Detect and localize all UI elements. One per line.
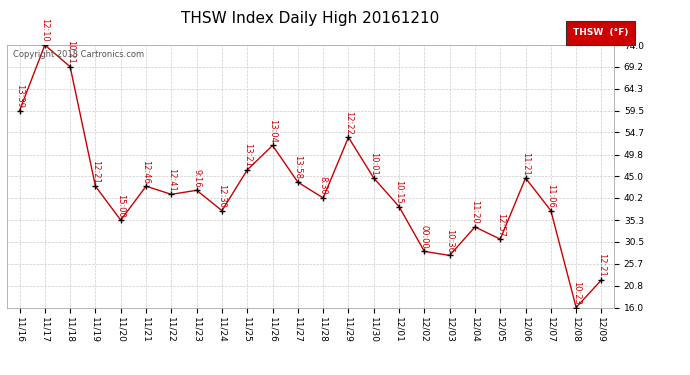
Text: 12:21: 12:21 — [91, 160, 100, 183]
Text: 12:10: 12:10 — [40, 18, 50, 42]
Text: 12:46: 12:46 — [141, 159, 150, 183]
Text: THSW Index Daily High 20161210: THSW Index Daily High 20161210 — [181, 11, 440, 26]
Text: 13:21: 13:21 — [243, 143, 252, 167]
Text: 13:58: 13:58 — [293, 155, 302, 179]
Text: 11:21: 11:21 — [521, 152, 530, 175]
Text: 10:23: 10:23 — [571, 281, 581, 305]
Text: Copyright 2018 Cartronics.com: Copyright 2018 Cartronics.com — [13, 50, 144, 59]
Text: 13:39: 13:39 — [15, 84, 24, 108]
Text: 10:15: 10:15 — [395, 180, 404, 204]
Text: 15:00: 15:00 — [116, 194, 126, 217]
Text: 10:21: 10:21 — [66, 40, 75, 64]
Text: 9:16: 9:16 — [192, 169, 201, 188]
Text: 10:01: 10:01 — [369, 152, 378, 175]
Text: THSW  (°F): THSW (°F) — [573, 28, 628, 38]
Text: 10:36: 10:36 — [445, 229, 454, 253]
Text: 12:41: 12:41 — [167, 168, 176, 192]
Text: 12:57: 12:57 — [495, 213, 505, 236]
Text: 8:30: 8:30 — [319, 177, 328, 195]
Text: 11:06: 11:06 — [546, 184, 555, 208]
Text: 13:04: 13:04 — [268, 119, 277, 143]
Text: 12:21: 12:21 — [597, 254, 606, 277]
Text: 12:22: 12:22 — [344, 111, 353, 135]
Text: 11:20: 11:20 — [471, 200, 480, 224]
Text: 00:00: 00:00 — [420, 225, 429, 249]
Text: 12:30: 12:30 — [217, 184, 226, 208]
